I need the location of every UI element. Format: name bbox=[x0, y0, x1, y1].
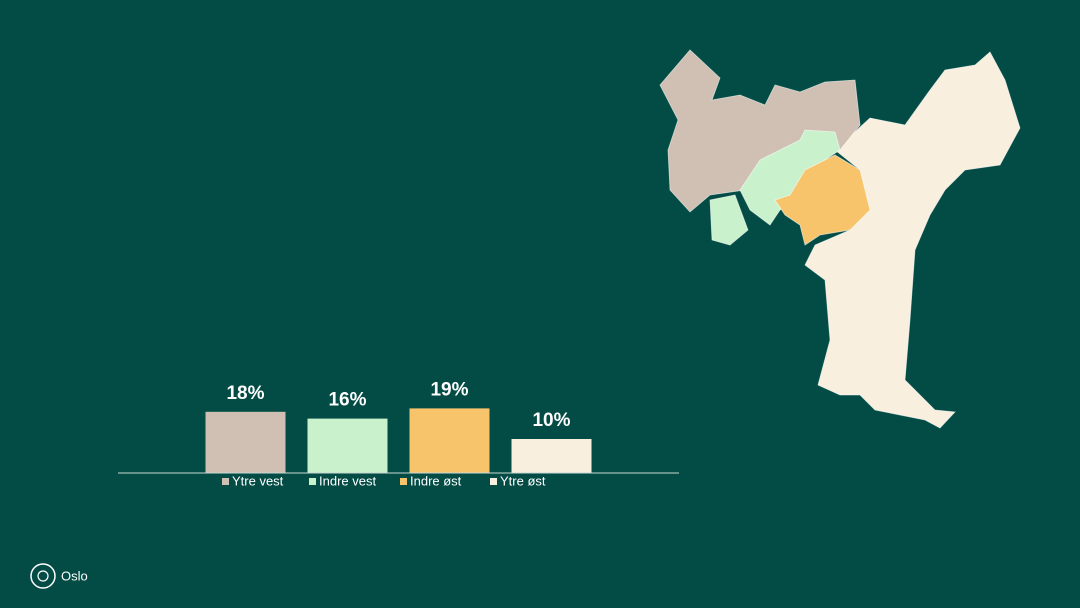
logo-emblem bbox=[30, 563, 56, 589]
map-ytre-ost bbox=[804, 51, 1021, 429]
logo: Oslo bbox=[30, 563, 88, 589]
bar bbox=[307, 418, 388, 473]
value-label: 18% bbox=[226, 383, 264, 404]
legend-label: Ytre vest bbox=[232, 473, 284, 488]
logo-emblem-inner bbox=[37, 570, 49, 582]
legend-swatch bbox=[400, 478, 407, 485]
legend-swatch bbox=[490, 478, 497, 485]
value-label: 16% bbox=[328, 390, 366, 411]
map-indre-ost bbox=[774, 154, 871, 246]
legend-swatch bbox=[309, 478, 316, 485]
bar bbox=[205, 411, 286, 473]
legend-label: Ytre øst bbox=[500, 473, 546, 488]
legend-label: Indre øst bbox=[410, 473, 462, 488]
bar bbox=[409, 408, 490, 473]
bar bbox=[511, 439, 592, 473]
map bbox=[659, 49, 1021, 429]
value-label: 10% bbox=[532, 410, 570, 431]
legend-swatch bbox=[222, 478, 229, 485]
legend-label: Indre vest bbox=[319, 473, 376, 488]
map-ytre-vest bbox=[659, 49, 861, 213]
logo-text: Oslo bbox=[61, 568, 88, 583]
map-indre-vest-island bbox=[709, 194, 749, 246]
value-label: 19% bbox=[430, 379, 468, 400]
